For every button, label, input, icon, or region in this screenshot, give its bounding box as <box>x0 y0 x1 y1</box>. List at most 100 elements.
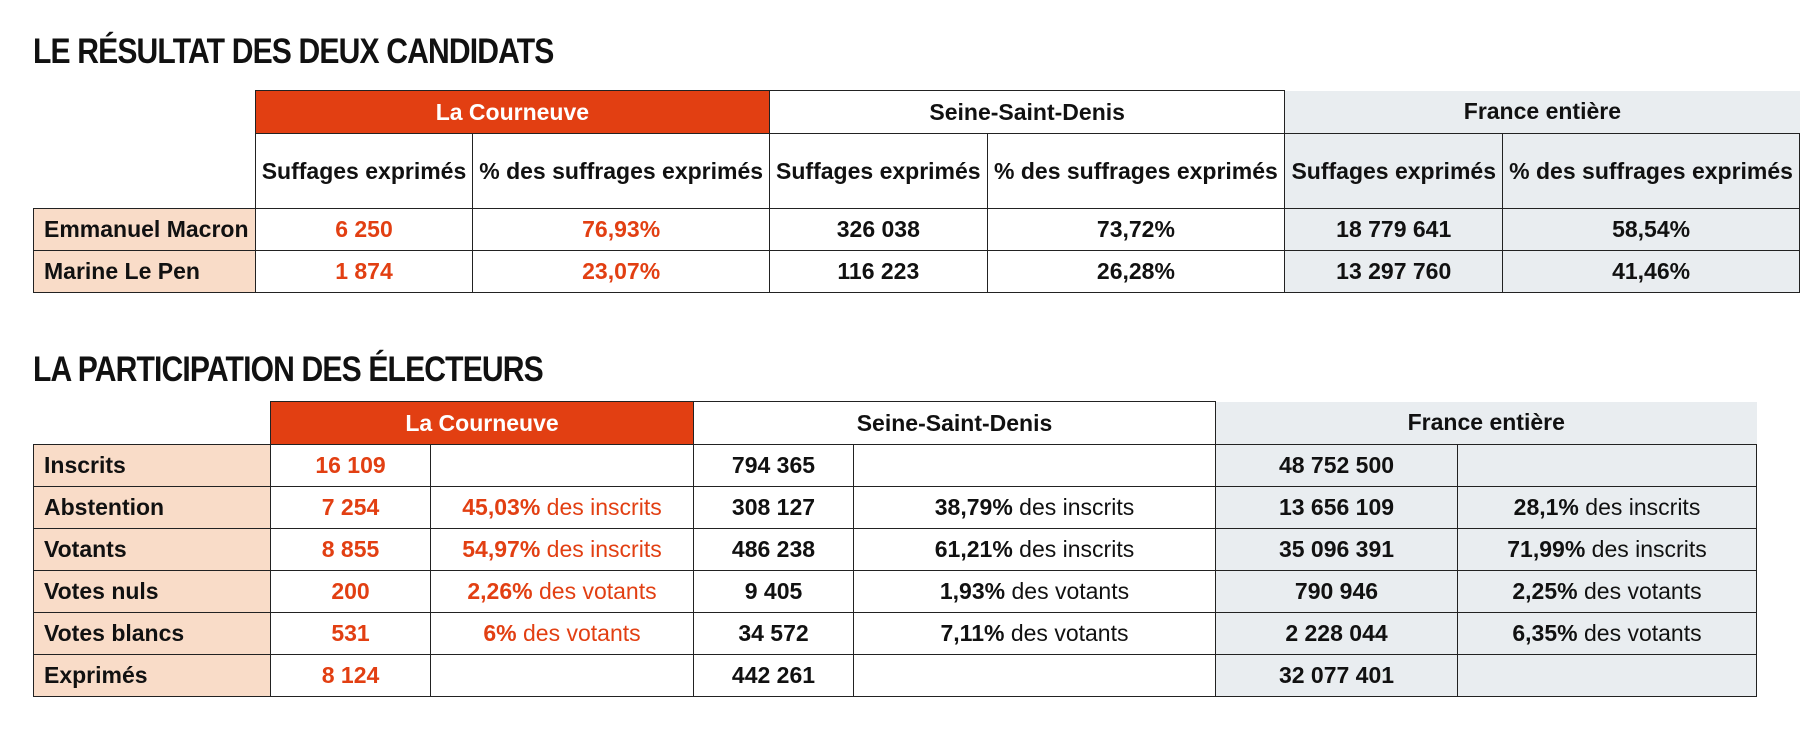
cell-value: 7 254 <box>270 486 431 529</box>
cell-value: 326 038 <box>769 208 988 251</box>
cell-value: 116 223 <box>769 250 988 293</box>
pct-suffix: des votants <box>1005 578 1130 604</box>
table-row: Votes nuls 200 2,26% des votants 9 405 1,93%… <box>33 570 1757 613</box>
cell-value: 32 077 401 <box>1215 654 1458 697</box>
pct-suffix: des votants <box>1004 620 1129 646</box>
cell-value: 486 238 <box>693 528 854 571</box>
column-header-suffrages: Suffages exprimés <box>1284 133 1504 209</box>
cell-value: 8 124 <box>270 654 431 697</box>
region-header-seine-saint-denis: Seine-Saint-Denis <box>693 401 1216 445</box>
cell-value: 442 261 <box>693 654 854 697</box>
cell-percentage <box>1457 654 1757 697</box>
pct-suffix: des inscrits <box>1585 536 1707 562</box>
row-label: Emmanuel Macron <box>33 208 256 251</box>
participation-region-header: La Courneuve Seine-Saint-Denis France en… <box>34 401 1757 445</box>
pct-suffix: des votants <box>1577 620 1702 646</box>
row-label: Votants <box>33 528 271 571</box>
pct-value: 28,1% <box>1513 494 1579 520</box>
region-header-france-entiere: France entière <box>1215 401 1757 445</box>
participation-title: LA PARTICIPATION DES ÉLECTEURS <box>33 350 544 389</box>
pct-suffix: des votants <box>1577 578 1702 604</box>
cell-value: 790 946 <box>1215 570 1458 613</box>
column-header-suffrages: Suffages exprimés <box>769 133 988 209</box>
pct-value: 2,26% <box>467 578 533 604</box>
region-header-seine-saint-denis: Seine-Saint-Denis <box>769 90 1286 134</box>
cell-percentage: 2,25% des votants <box>1457 570 1757 613</box>
cell-value: 2 228 044 <box>1215 612 1458 655</box>
cell-percentage <box>853 654 1216 697</box>
cell-percentage: 6,35% des votants <box>1457 612 1757 655</box>
cell-percentage <box>1457 444 1757 487</box>
results-table: La Courneuve Seine-Saint-Denis France en… <box>33 90 1800 293</box>
cell-percentage: 7,11% des votants <box>853 612 1216 655</box>
cell-value: 8 855 <box>270 528 431 571</box>
table-row: Exprimés 8 124 442 261 32 077 401 <box>33 654 1757 697</box>
row-label: Votes blancs <box>33 612 271 655</box>
column-header-pct: % des suffrages exprimés <box>986 133 1286 209</box>
pct-value: 45,03% <box>462 494 541 520</box>
cell-percentage: 6% des votants <box>430 612 694 655</box>
cell-value: 48 752 500 <box>1215 444 1458 487</box>
pct-suffix: des inscrits <box>1012 536 1135 562</box>
cell-percentage: 61,21% des inscrits <box>853 528 1216 571</box>
cell-value: 1 874 <box>254 250 474 293</box>
results-title: LE RÉSULTAT DES DEUX CANDIDATS <box>33 32 554 71</box>
pct-suffix: des inscrits <box>1012 494 1135 520</box>
table-row: Marine Le Pen 1 874 23,07% 116 223 26,28… <box>33 250 1800 293</box>
cell-value: 26,28% <box>986 250 1286 293</box>
pct-value: 6% <box>483 620 517 646</box>
cell-value: 76,93% <box>472 208 771 251</box>
cell-percentage: 38,79% des inscrits <box>853 486 1216 529</box>
pct-suffix: des votants <box>516 620 641 646</box>
cell-value: 13 656 109 <box>1215 486 1458 529</box>
row-label: Marine Le Pen <box>33 250 256 293</box>
table-row: Emmanuel Macron 6 250 76,93% 326 038 73,… <box>33 208 1800 251</box>
cell-percentage <box>430 444 694 487</box>
column-header-pct: % des suffrages exprimés <box>472 133 771 209</box>
cell-value: 16 109 <box>270 444 431 487</box>
cell-value: 9 405 <box>693 570 854 613</box>
results-region-header: La Courneuve Seine-Saint-Denis France en… <box>34 90 1800 134</box>
cell-value: 308 127 <box>693 486 854 529</box>
cell-percentage: 28,1% des inscrits <box>1457 486 1757 529</box>
cell-percentage: 1,93% des votants <box>853 570 1216 613</box>
pct-suffix: des inscrits <box>1578 494 1701 520</box>
row-label: Votes nuls <box>33 570 271 613</box>
pct-value: 2,25% <box>1512 578 1578 604</box>
row-label: Exprimés <box>33 654 271 697</box>
table-row: Votants 8 855 54,97% des inscrits 486 238 61… <box>33 528 1757 571</box>
cell-value: 58,54% <box>1502 208 1800 251</box>
table-row: Abstention 7 254 45,03% des inscrits 308 12… <box>33 486 1757 529</box>
corner-cell <box>34 402 271 445</box>
corner-cell <box>34 91 256 134</box>
region-header-la-courneuve: La Courneuve <box>270 401 694 445</box>
cell-value: 6 250 <box>254 208 474 251</box>
cell-value: 200 <box>270 570 431 613</box>
region-header-la-courneuve: La Courneuve <box>254 90 771 134</box>
pct-value: 71,99% <box>1507 536 1586 562</box>
pct-value: 6,35% <box>1512 620 1578 646</box>
cell-value: 73,72% <box>986 208 1286 251</box>
cell-value: 23,07% <box>472 250 771 293</box>
cell-percentage <box>853 444 1216 487</box>
column-header-suffrages: Suffages exprimés <box>254 133 474 209</box>
cell-value: 794 365 <box>693 444 854 487</box>
pct-value: 1,93% <box>939 578 1006 604</box>
pct-suffix: des inscrits <box>540 536 662 562</box>
cell-value: 18 779 641 <box>1284 208 1504 251</box>
table-row: Votes blancs 531 6% des votants 34 572 7,11%… <box>33 612 1757 655</box>
cell-value: 35 096 391 <box>1215 528 1458 571</box>
cell-value: 531 <box>270 612 431 655</box>
row-label: Inscrits <box>33 444 271 487</box>
cell-percentage <box>430 654 694 697</box>
cell-value: 41,46% <box>1502 250 1800 293</box>
cell-percentage: 54,97% des inscrits <box>430 528 694 571</box>
cell-value: 34 572 <box>693 612 854 655</box>
column-header-pct: % des suffrages exprimés <box>1502 133 1800 209</box>
cell-percentage: 71,99% des inscrits <box>1457 528 1757 571</box>
cell-percentage: 2,26% des votants <box>430 570 694 613</box>
pct-suffix: des votants <box>532 578 657 604</box>
pct-value: 61,21% <box>934 536 1013 562</box>
cell-value: 13 297 760 <box>1284 250 1504 293</box>
participation-table: La Courneuve Seine-Saint-Denis France en… <box>33 401 1757 697</box>
